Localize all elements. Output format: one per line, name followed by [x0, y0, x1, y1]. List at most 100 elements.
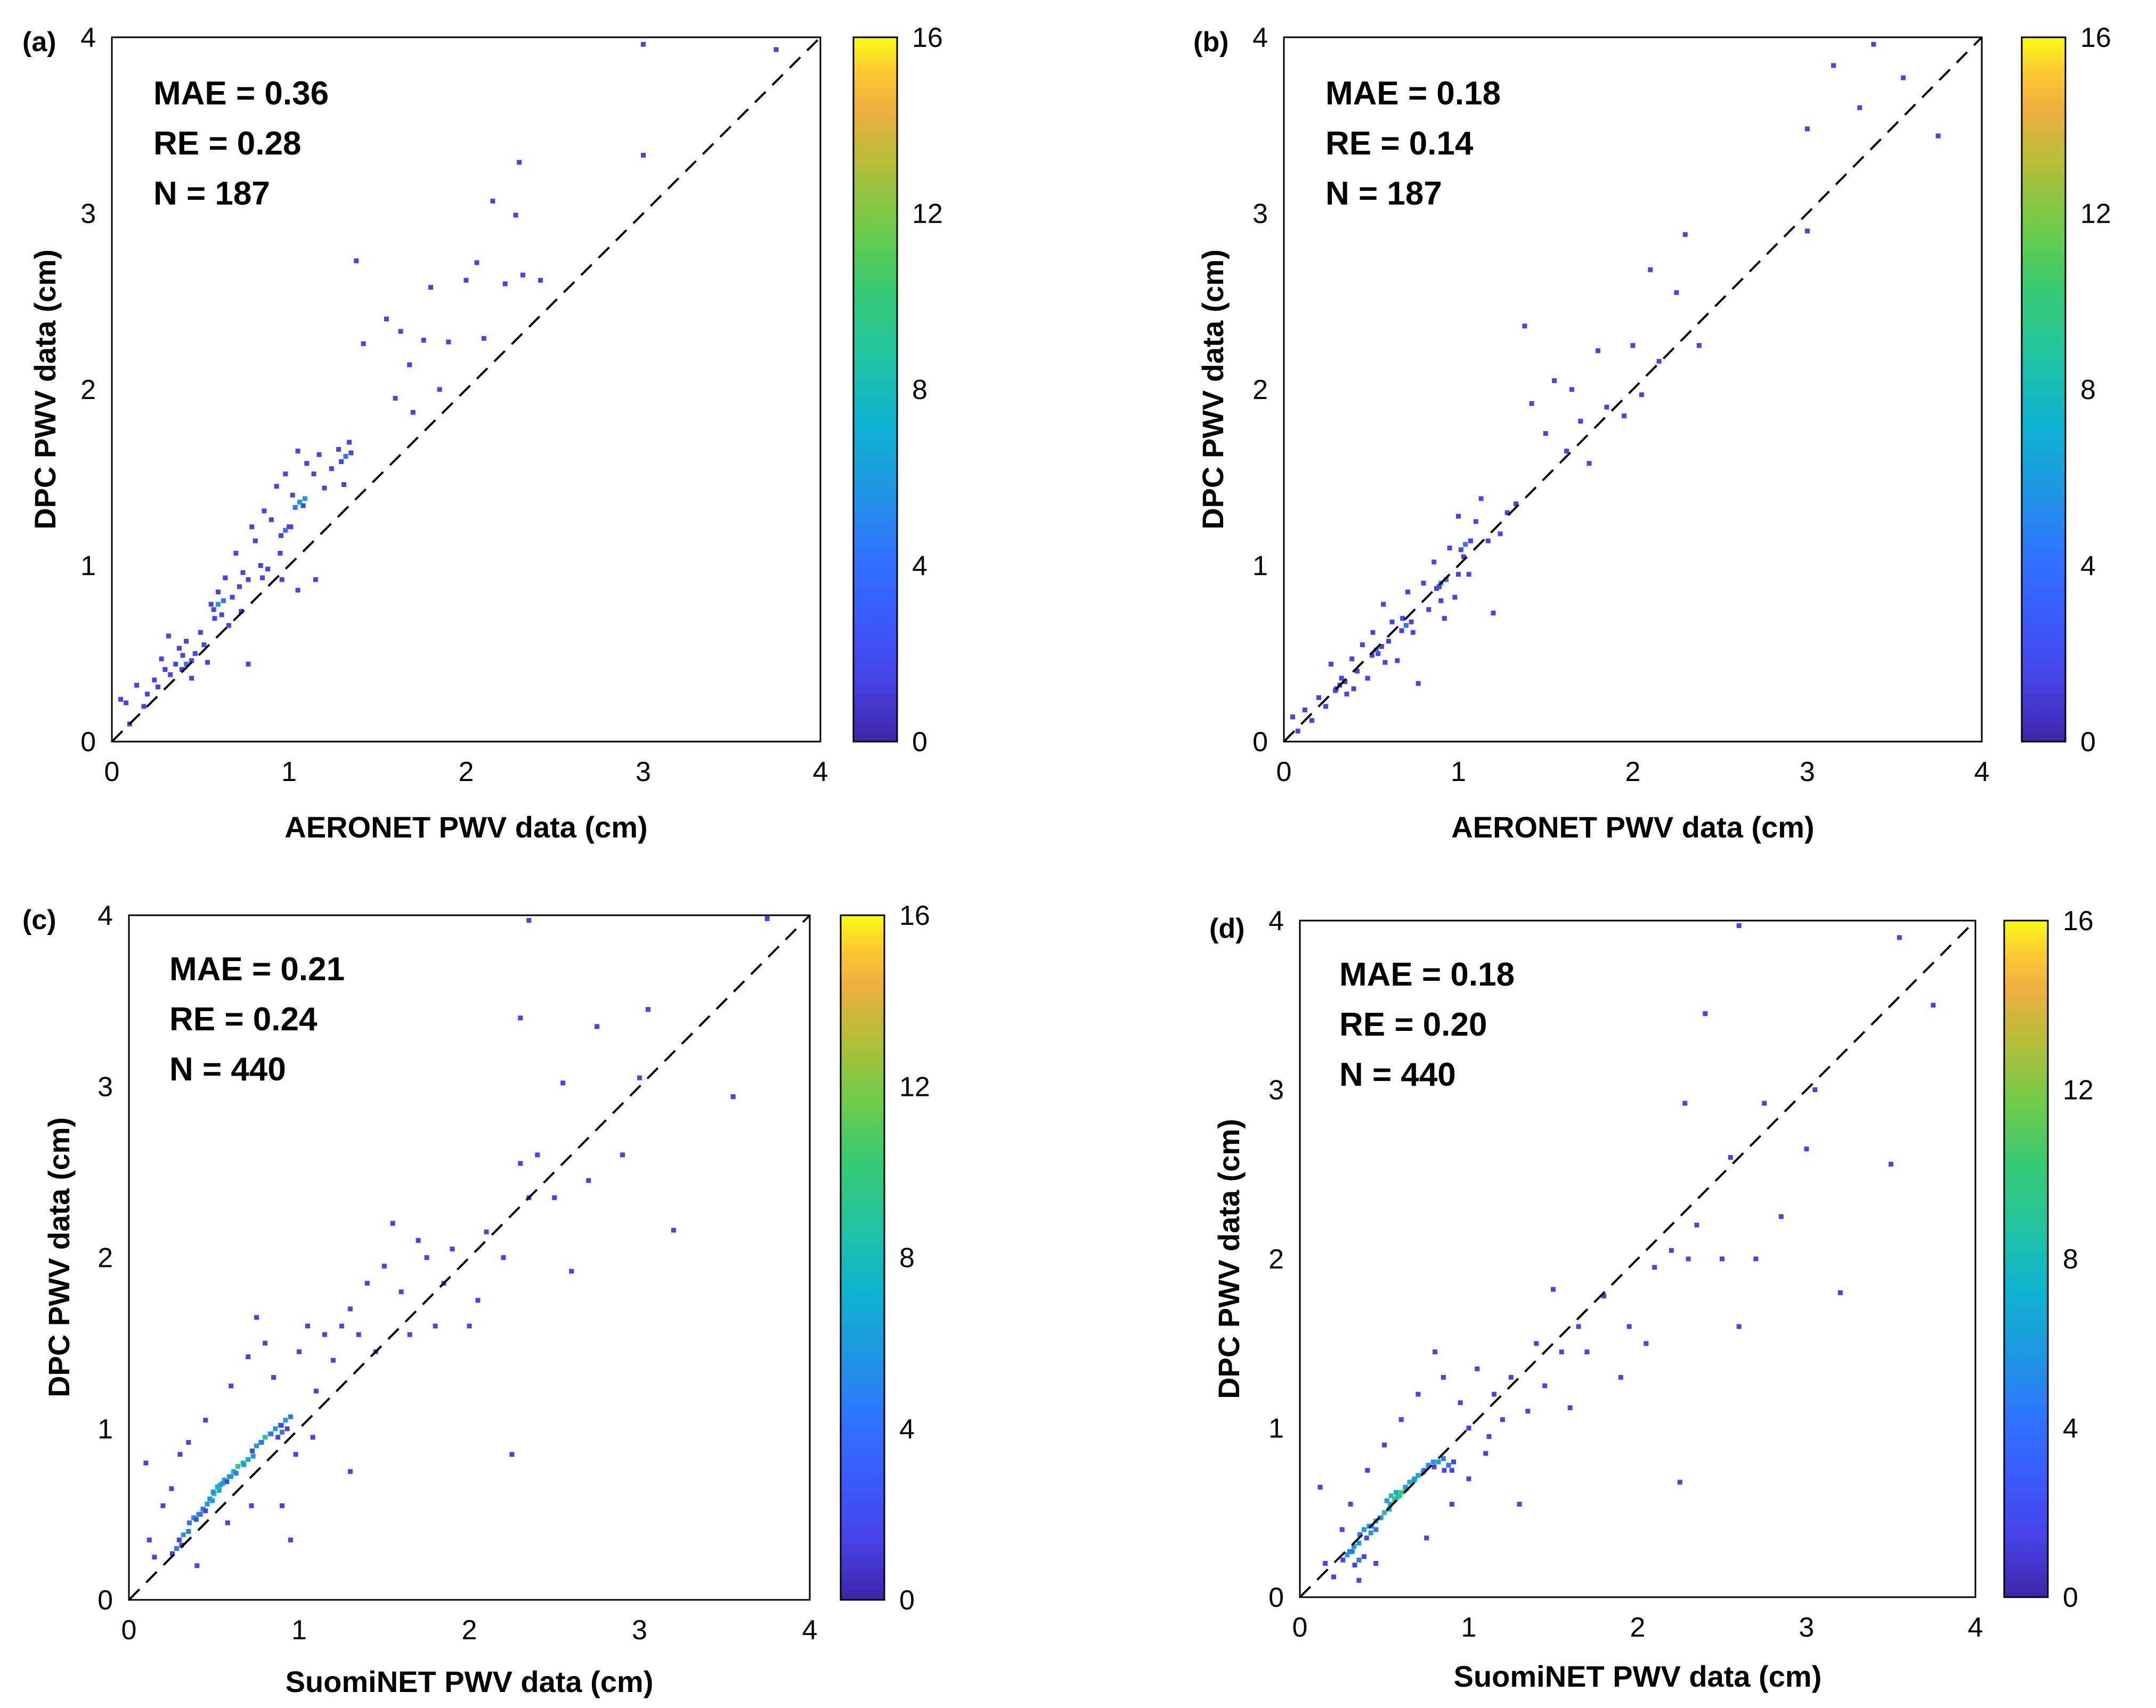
panel-b-xtick-1: 1: [1451, 757, 1466, 787]
scatter-point: [1415, 681, 1421, 686]
panel-c-x-axis-label: SuomiNET PWV data (cm): [286, 1665, 654, 1698]
scatter-point: [1871, 42, 1876, 47]
density-point: [1357, 1532, 1362, 1537]
scatter-point: [1309, 718, 1314, 723]
density-point: [246, 1457, 251, 1462]
scatter-point: [229, 1383, 234, 1388]
scatter-point: [1559, 1349, 1564, 1355]
scatter-point: [433, 1323, 438, 1329]
scatter-point: [1486, 1434, 1492, 1439]
panel-b-cbar-tick-16: 16: [2080, 22, 2111, 53]
density-point: [215, 1484, 220, 1490]
scatter-point: [481, 336, 486, 341]
panel-c-x-ticks: 0 1 2 3 4: [121, 1615, 818, 1646]
scatter-point: [1626, 1324, 1632, 1329]
panel-a-colorbar: 0 4 8 12 16: [852, 22, 943, 758]
scatter-point: [1421, 581, 1426, 585]
panel-b-label: (b): [1193, 27, 1228, 58]
scatter-point: [1382, 1442, 1387, 1447]
panel-b-cbar-tick-8: 8: [2080, 375, 2096, 405]
scatter-point: [1351, 686, 1356, 692]
scatter-point: [1576, 1324, 1581, 1329]
scatter-point: [271, 1374, 276, 1380]
density-point: [181, 1532, 186, 1538]
scatter-point: [1415, 1392, 1421, 1397]
scatter-point: [339, 1323, 344, 1329]
panel-c-xtick-2: 2: [462, 1615, 477, 1646]
scatter-point: [216, 589, 221, 595]
scatter-point: [152, 677, 157, 682]
scatter-point: [1447, 546, 1452, 550]
panel-d: (d) MAE = 0.18 RE = 0.20 N = 440 0 1 2 3…: [1209, 906, 2094, 1693]
scatter-point: [295, 449, 300, 454]
scatter-point: [295, 588, 300, 593]
scatter-point: [347, 440, 352, 445]
density-point: [205, 1501, 210, 1507]
panel-a-ytick-0: 0: [80, 727, 96, 758]
scatter-point: [166, 633, 171, 639]
scatter-point: [1424, 1535, 1429, 1541]
scatter-point: [518, 1015, 523, 1021]
panel-b-one-to-one-line: [1283, 36, 1983, 743]
density-point: [279, 533, 283, 538]
panel-c-colorbar-gradient: [840, 914, 885, 1601]
density-point: [292, 505, 298, 510]
density-point: [1388, 1493, 1394, 1498]
density-point: [203, 1508, 208, 1514]
density-point: [348, 450, 354, 456]
scatter-point: [265, 566, 271, 572]
panel-c: (c) MAE = 0.21 RE = 0.24 N = 440 0 1 2 3…: [22, 900, 930, 1698]
density-point: [217, 1483, 223, 1488]
scatter-point: [201, 642, 207, 647]
panel-c-one-to-one-line: [128, 914, 811, 1601]
density-point: [176, 1538, 182, 1543]
scatter-point: [1542, 1383, 1548, 1388]
scatter-point: [1386, 639, 1391, 644]
panel-c-cbar-tick-8: 8: [899, 1243, 915, 1274]
scatter-point: [314, 1388, 319, 1394]
density-point: [1345, 1552, 1350, 1558]
scatter-point: [288, 1538, 293, 1543]
scatter-point: [240, 570, 246, 575]
scatter-point: [1478, 496, 1484, 501]
scatter-point: [1389, 619, 1395, 624]
panel-c-marks: [143, 916, 770, 1568]
scatter-point: [1514, 501, 1519, 507]
panel-d-y-ticks: 0 1 2 3 4: [1268, 906, 1284, 1613]
panel-b-ytick-3: 3: [1252, 199, 1268, 230]
density-point: [179, 1542, 184, 1548]
density-point: [250, 1449, 255, 1453]
density-point: [254, 1443, 259, 1449]
density-point: [1431, 1465, 1437, 1469]
density-point: [1394, 1490, 1399, 1495]
density-point: [343, 454, 348, 459]
scatter-point: [1376, 651, 1381, 656]
scatter-point: [1656, 359, 1662, 364]
scatter-point: [300, 503, 306, 508]
panel-a-one-to-one-line: [111, 36, 821, 743]
scatter-point: [1483, 1451, 1488, 1456]
scatter-point: [1373, 1561, 1379, 1566]
scatter-point: [258, 563, 263, 568]
scatter-point: [194, 1563, 200, 1568]
scatter-point: [1935, 133, 1941, 139]
density-point: [1378, 1515, 1384, 1520]
density-point: [280, 1429, 284, 1435]
scatter-point: [1323, 704, 1329, 709]
panel-b-ytick-4: 4: [1252, 22, 1268, 53]
panel-a-y-ticks: 0 1 2 3 4: [80, 22, 96, 758]
scatter-point: [141, 704, 147, 709]
density-point: [174, 1546, 179, 1551]
scatter-point: [1552, 378, 1557, 383]
density-point: [1407, 1479, 1412, 1485]
panel-a-ytick-4: 4: [80, 22, 96, 53]
panel-c-xtick-3: 3: [632, 1615, 647, 1646]
scatter-point: [180, 653, 185, 658]
scatter-point: [1618, 1374, 1623, 1380]
panel-d-cbar-tick-4: 4: [2063, 1413, 2078, 1444]
scatter-point: [1805, 126, 1810, 132]
density-point: [233, 1470, 239, 1476]
scatter-point: [535, 1152, 540, 1158]
scatter-point: [1441, 1374, 1446, 1380]
panel-b-plot-frame: [1283, 36, 1983, 743]
